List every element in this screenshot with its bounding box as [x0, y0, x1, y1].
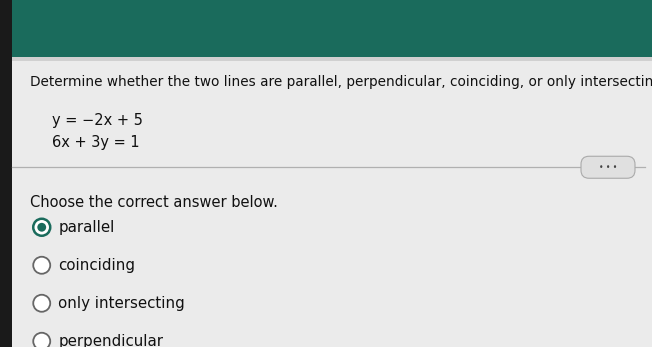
Text: parallel: parallel: [58, 220, 115, 235]
Text: • • •: • • •: [599, 163, 617, 172]
Text: 6x + 3y = 1: 6x + 3y = 1: [52, 135, 140, 150]
Bar: [12, 0, 652, 57]
Text: coinciding: coinciding: [58, 258, 135, 273]
Circle shape: [33, 257, 50, 274]
FancyBboxPatch shape: [581, 156, 635, 178]
Text: y = −2x + 5: y = −2x + 5: [52, 113, 143, 128]
Text: Determine whether the two lines are parallel, perpendicular, coinciding, or only: Determine whether the two lines are para…: [30, 75, 652, 89]
Text: perpendicular: perpendicular: [58, 334, 163, 347]
Circle shape: [33, 333, 50, 347]
Bar: [0, 0, 12, 347]
Bar: [12, 57, 652, 61]
Circle shape: [33, 219, 50, 236]
Circle shape: [33, 295, 50, 312]
Text: only intersecting: only intersecting: [58, 296, 185, 311]
Circle shape: [37, 223, 46, 232]
Text: Choose the correct answer below.: Choose the correct answer below.: [30, 195, 278, 210]
